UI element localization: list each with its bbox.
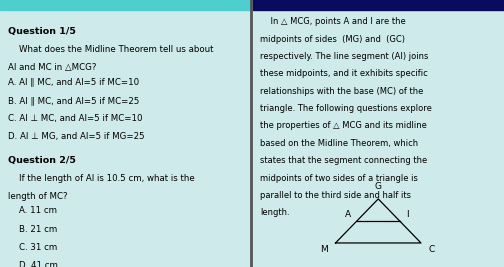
- Text: relationships with the base (MC) of the: relationships with the base (MC) of the: [260, 87, 423, 96]
- Text: the properties of △ MCG and its midline: the properties of △ MCG and its midline: [260, 121, 427, 131]
- Text: based on the Midline Theorem, which: based on the Midline Theorem, which: [260, 139, 418, 148]
- Text: states that the segment connecting the: states that the segment connecting the: [260, 156, 427, 165]
- Text: AI and MC in △MCG?: AI and MC in △MCG?: [8, 63, 96, 72]
- Text: length.: length.: [260, 208, 290, 217]
- Text: What does the Midline Theorem tell us about: What does the Midline Theorem tell us ab…: [8, 45, 213, 54]
- Text: triangle. The following questions explore: triangle. The following questions explor…: [260, 104, 432, 113]
- Text: B. 21 cm: B. 21 cm: [8, 225, 57, 234]
- Text: C. AI ⊥ MC, and AI=5 if MC=10: C. AI ⊥ MC, and AI=5 if MC=10: [8, 114, 142, 123]
- Bar: [253, 0, 504, 10]
- Text: midpoints of two sides of a triangle is: midpoints of two sides of a triangle is: [260, 174, 418, 183]
- Text: Question 1/5: Question 1/5: [8, 27, 76, 36]
- Text: C. 31 cm: C. 31 cm: [8, 243, 57, 252]
- Text: I: I: [406, 210, 408, 219]
- Text: In △ MCG, points A and I are the: In △ MCG, points A and I are the: [260, 17, 406, 26]
- Text: A. AI ∥ MC, and AI=5 if MC=10: A. AI ∥ MC, and AI=5 if MC=10: [8, 77, 139, 87]
- Text: M: M: [320, 245, 328, 254]
- Text: D. AI ⊥ MG, and AI=5 if MG=25: D. AI ⊥ MG, and AI=5 if MG=25: [8, 132, 144, 141]
- Text: If the length of AI is 10.5 cm, what is the: If the length of AI is 10.5 cm, what is …: [8, 174, 195, 183]
- Text: G: G: [375, 182, 382, 191]
- Text: A: A: [345, 210, 351, 219]
- Text: Question 2/5: Question 2/5: [8, 156, 76, 165]
- Text: C: C: [428, 245, 435, 254]
- Text: length of MC?: length of MC?: [8, 192, 67, 201]
- Text: B. AI ∥ MC, and AI=5 if MC=25: B. AI ∥ MC, and AI=5 if MC=25: [8, 96, 139, 105]
- Text: parallel to the third side and half its: parallel to the third side and half its: [260, 191, 411, 200]
- Text: D. 41 cm: D. 41 cm: [8, 261, 57, 267]
- Bar: [0, 0, 251, 10]
- Text: respectively. The line segment (AI) joins: respectively. The line segment (AI) join…: [260, 52, 428, 61]
- Text: A. 11 cm: A. 11 cm: [8, 206, 56, 215]
- Text: midpoints of sides  (MG) and  (GC): midpoints of sides (MG) and (GC): [260, 35, 405, 44]
- Text: these midpoints, and it exhibits specific: these midpoints, and it exhibits specifi…: [260, 69, 428, 78]
